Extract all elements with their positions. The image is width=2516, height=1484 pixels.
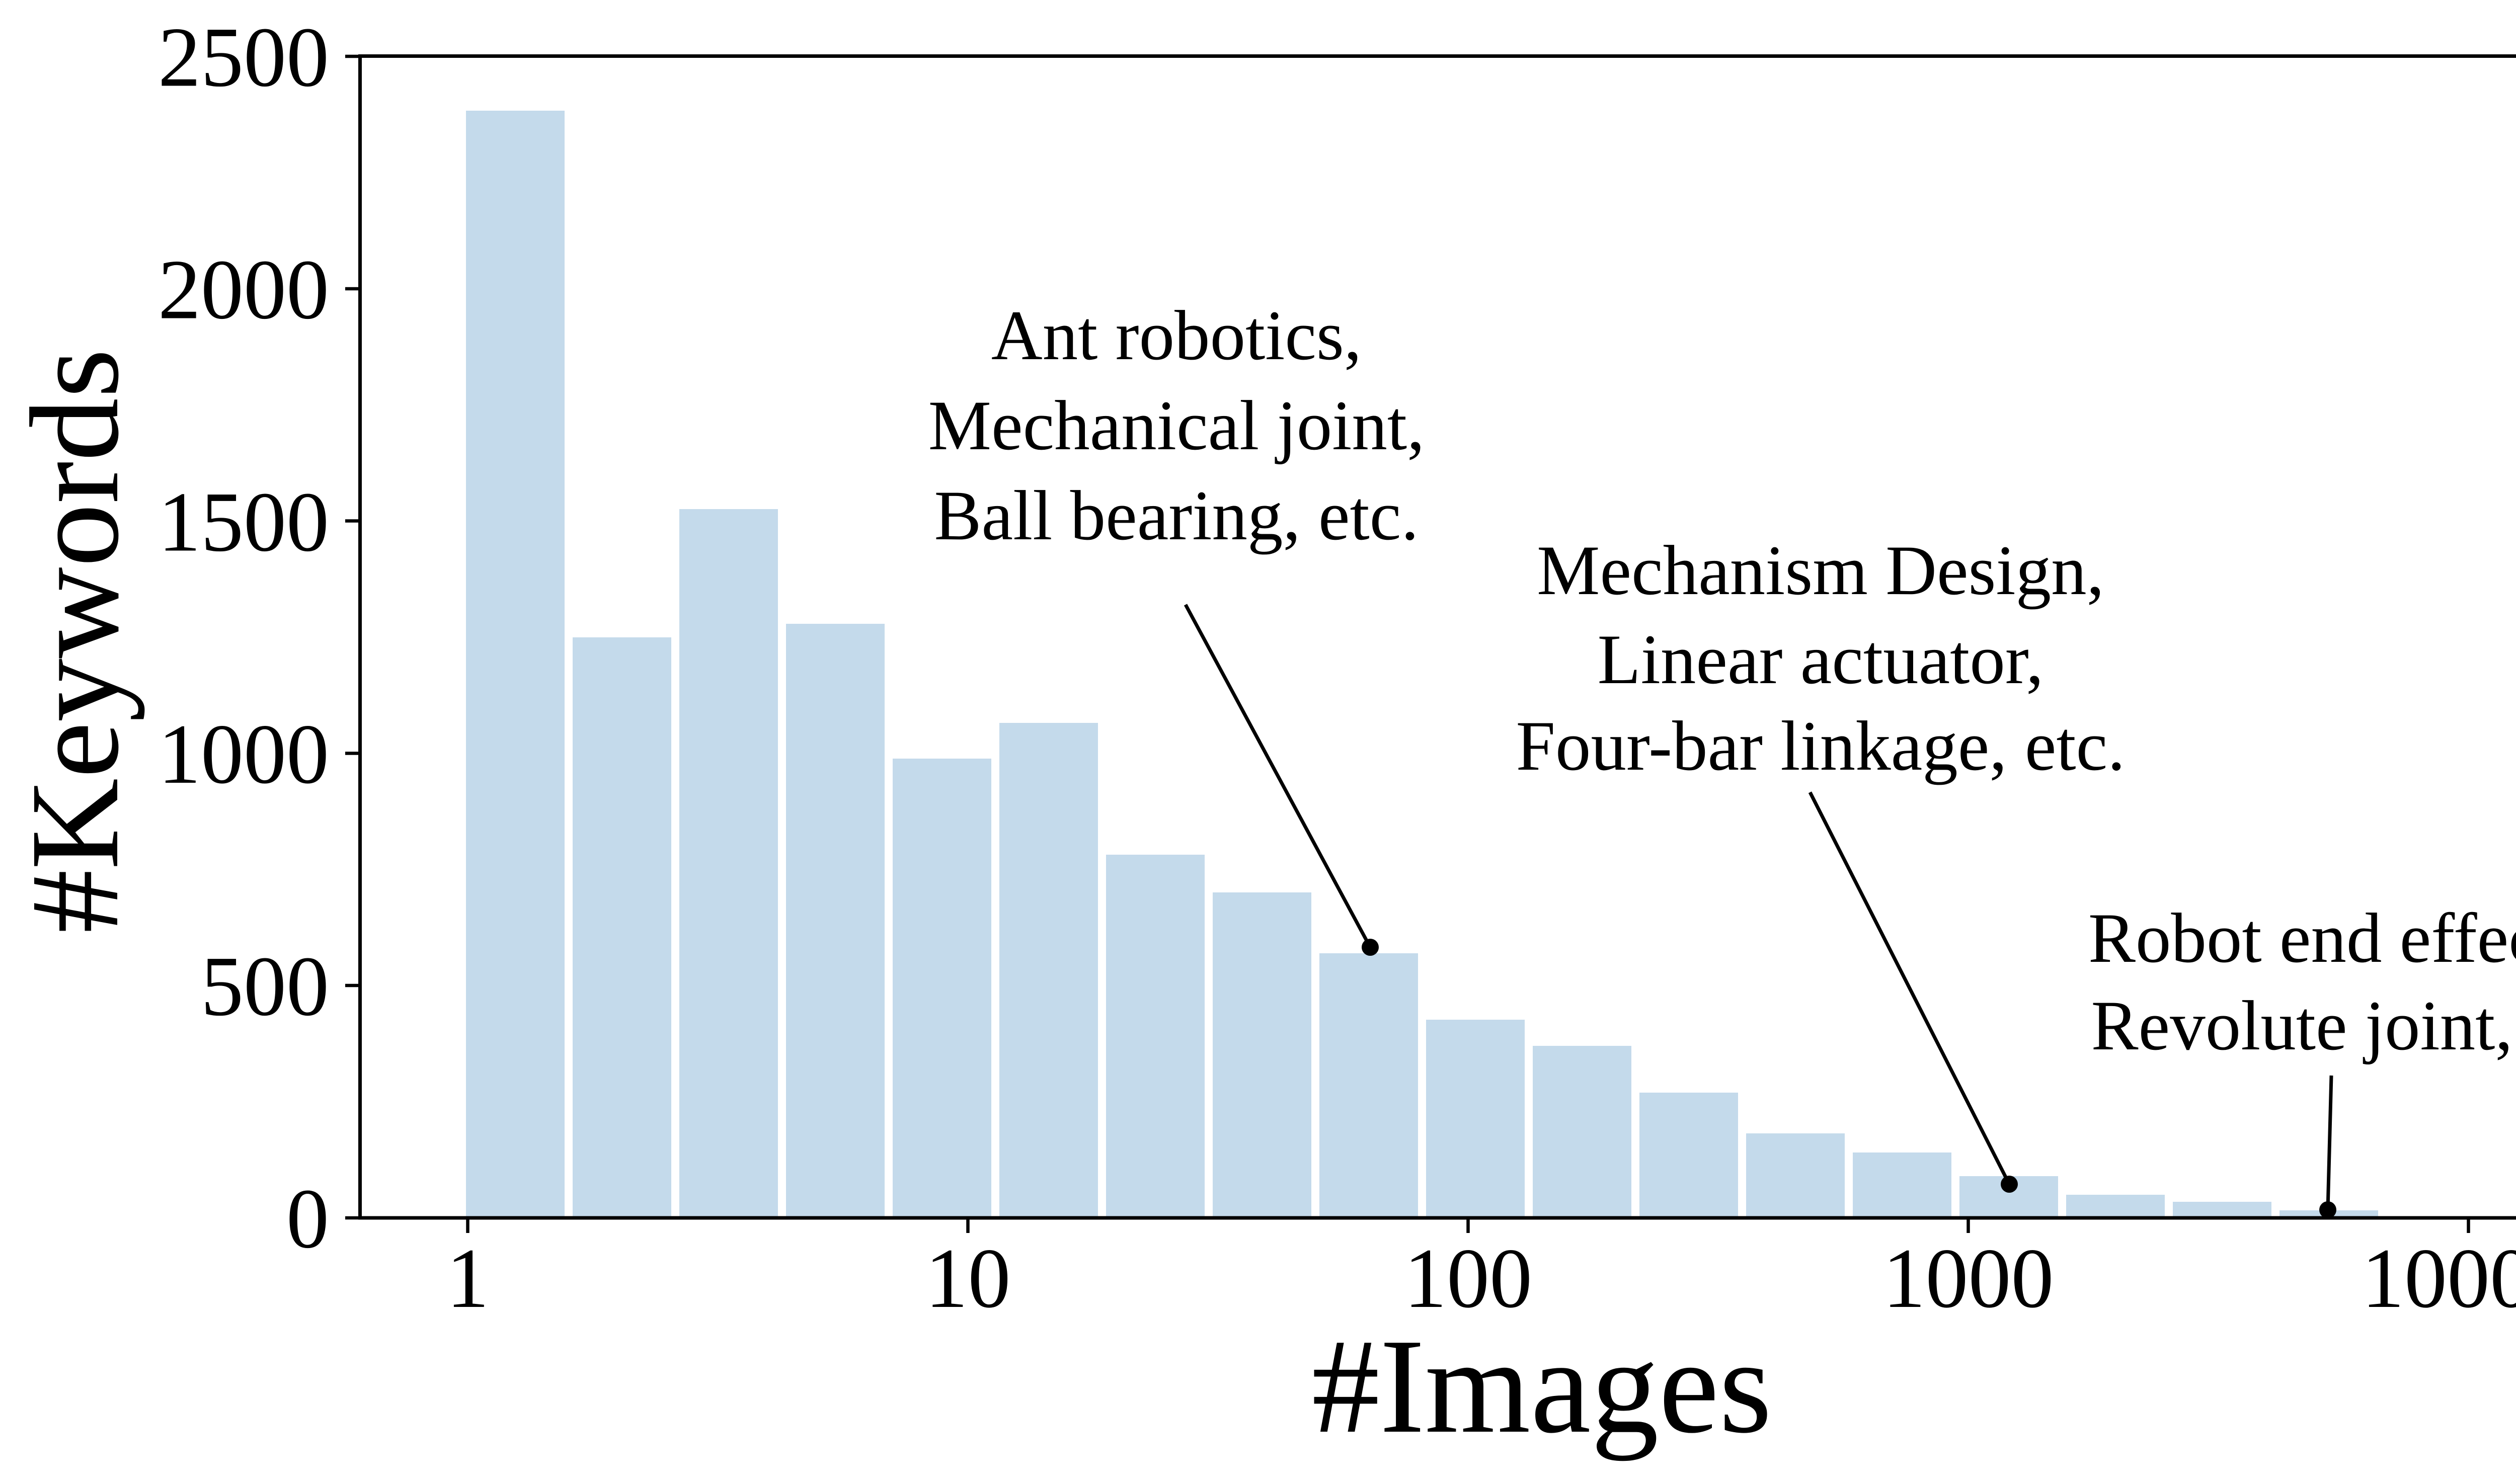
- svg-text:Linear actuator,: Linear actuator,: [1598, 620, 2044, 699]
- svg-text:Robot end effector,: Robot end effector,: [2088, 899, 2516, 977]
- svg-text:10: 10: [925, 1231, 1011, 1326]
- svg-text:#Images: #Images: [1312, 1311, 1772, 1461]
- svg-text:100: 100: [1404, 1231, 1532, 1326]
- svg-text:1000: 1000: [1883, 1231, 2054, 1326]
- svg-text:1: 1: [446, 1231, 489, 1326]
- svg-text:Four-bar linkage, etc.: Four-bar linkage, etc.: [1516, 707, 2126, 785]
- svg-text:2000: 2000: [158, 242, 329, 337]
- svg-text:2500: 2500: [158, 10, 329, 105]
- svg-text:Mechanism Design,: Mechanism Design,: [1537, 531, 2104, 610]
- svg-text:#Keywords: #Keywords: [4, 349, 145, 933]
- svg-text:Ant robotics,: Ant robotics,: [991, 296, 1362, 375]
- svg-text:0: 0: [286, 1172, 329, 1266]
- svg-text:Revolute joint, etc.: Revolute joint, etc.: [2091, 986, 2516, 1065]
- svg-text:500: 500: [201, 939, 329, 1034]
- svg-text:Mechanical joint,: Mechanical joint,: [928, 386, 1425, 465]
- svg-text:1000: 1000: [158, 707, 329, 801]
- svg-text:Ball bearing, etc.: Ball bearing, etc.: [934, 476, 1419, 555]
- svg-text:10000: 10000: [2362, 1231, 2516, 1326]
- svg-text:1500: 1500: [158, 475, 329, 569]
